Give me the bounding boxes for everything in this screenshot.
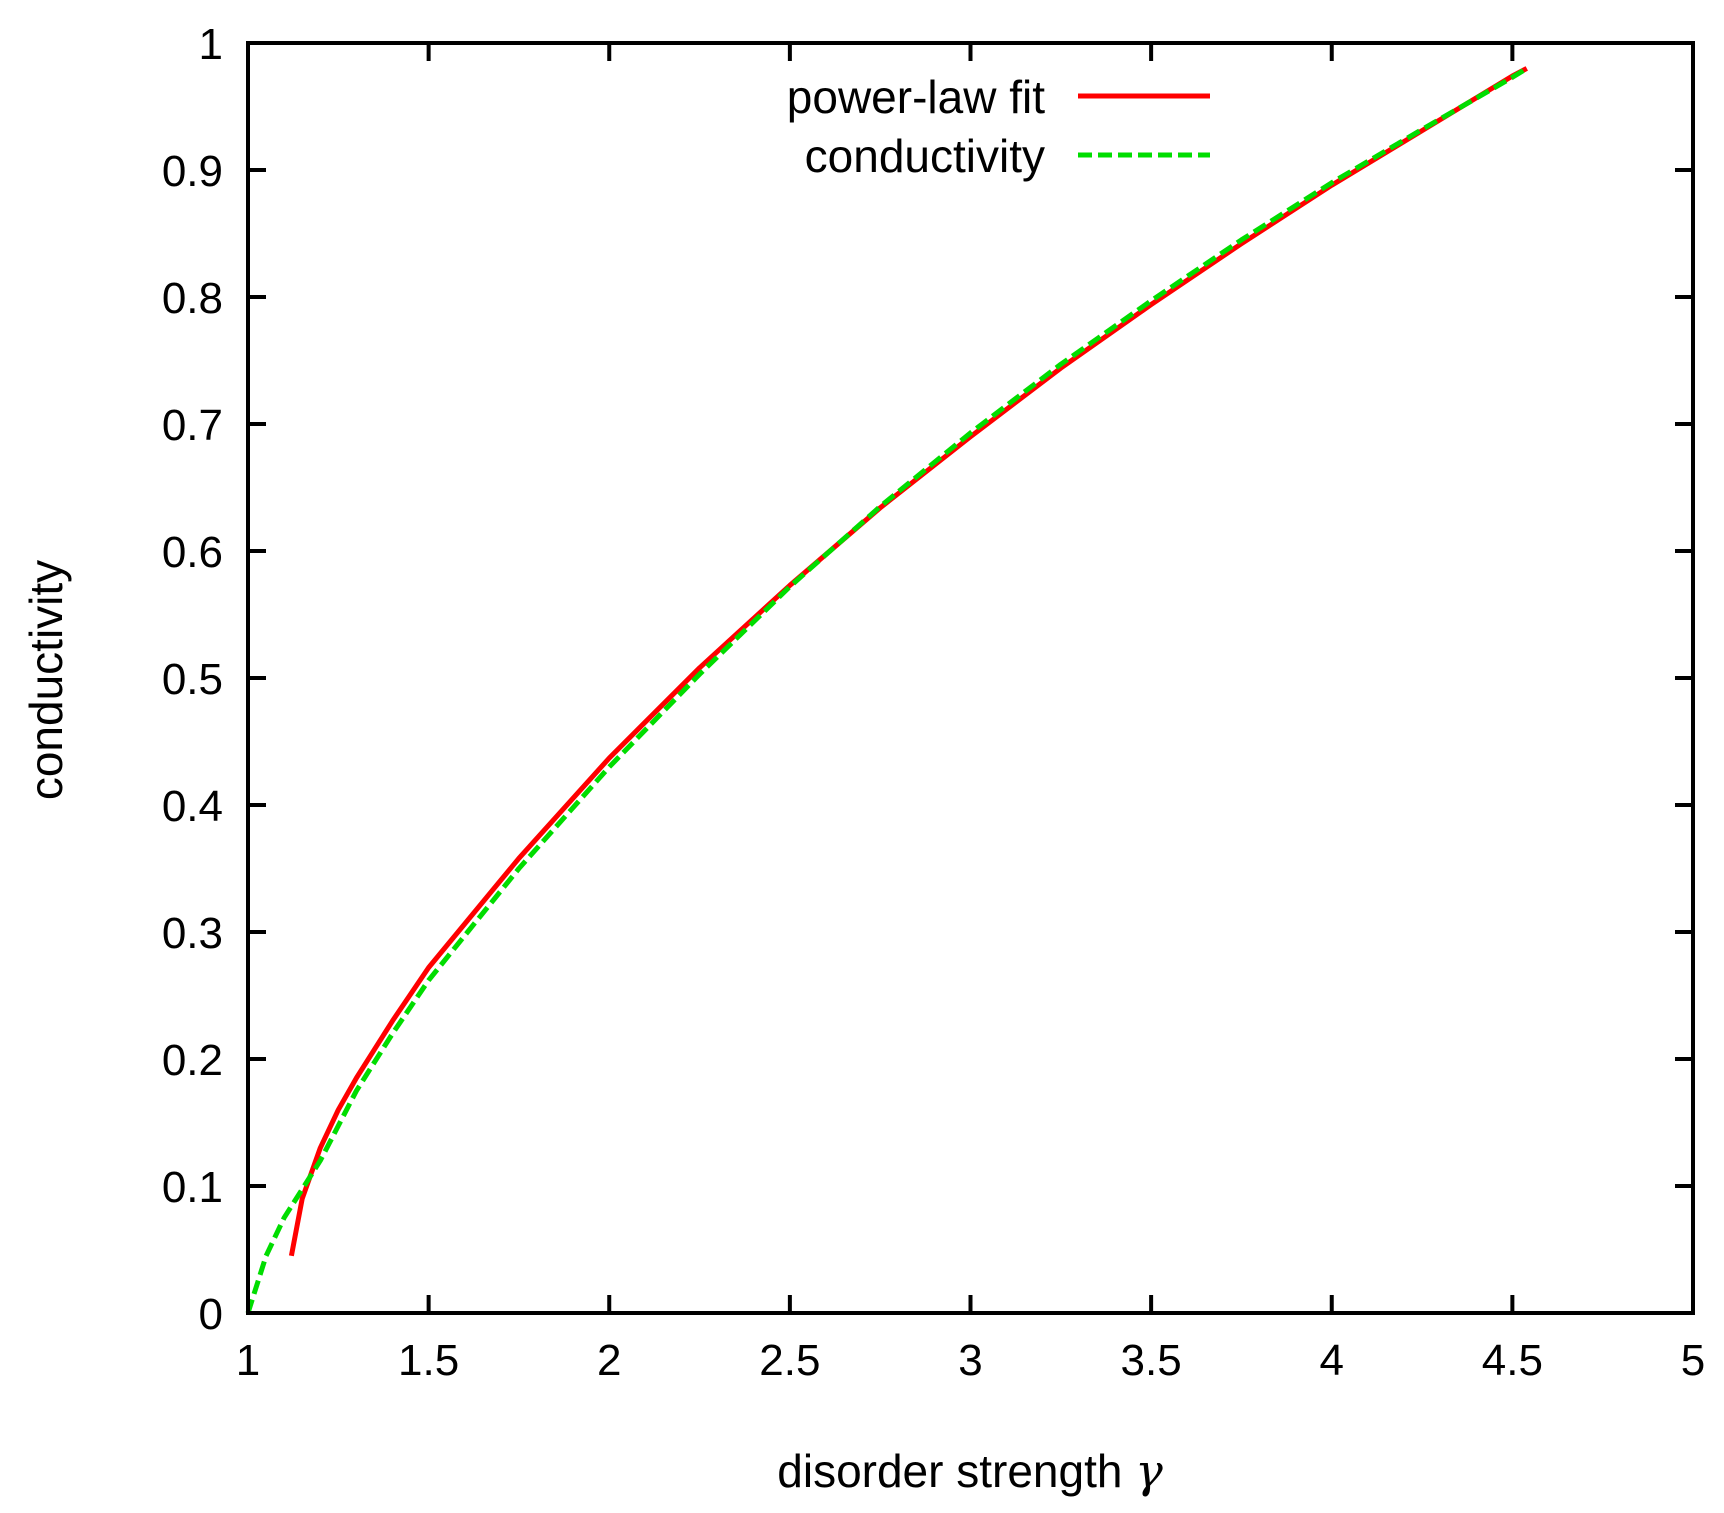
x-tick-label: 3 bbox=[958, 1336, 982, 1385]
axes: 1 1.5 2 2.5 3 3.5 4 4.5 5 0 0.1 0.2 0.3 0.4 0.5 0.6 0.7 0… bbox=[162, 20, 1705, 1385]
x-axis-title: disorder strength γ bbox=[777, 1444, 1163, 1498]
y-tick-label: 0.8 bbox=[162, 274, 223, 323]
y-tick-label: 0.1 bbox=[162, 1163, 223, 1212]
series-line-power-law-fit bbox=[288, 66, 1528, 1257]
y-tick-label: 0.3 bbox=[162, 909, 223, 958]
plot-frame bbox=[246, 41, 1695, 1315]
legend-label-conductivity: conductivity bbox=[805, 130, 1045, 182]
x-tick-label: 1.5 bbox=[398, 1336, 459, 1385]
x-tick-label: 4.5 bbox=[1482, 1336, 1543, 1385]
legend-label-power-law-fit: power-law fit bbox=[787, 71, 1045, 123]
y-tick-label: 0.9 bbox=[162, 147, 223, 196]
series-line-conductivity bbox=[245, 66, 1529, 1314]
y-tick-label: 0.4 bbox=[162, 782, 223, 831]
x-tick-label: 5 bbox=[1681, 1336, 1705, 1385]
y-tick-label: 0.5 bbox=[162, 655, 223, 704]
legend: power-law fit conductivity bbox=[787, 71, 1210, 182]
y-tick-label: 1 bbox=[199, 20, 223, 69]
x-tick-label: 4 bbox=[1320, 1336, 1344, 1385]
y-tick-label: 0.6 bbox=[162, 528, 223, 577]
x-axis-title-text: disorder strength bbox=[777, 1445, 1122, 1497]
y-axis-title: conductivity bbox=[20, 560, 72, 800]
y-tick-label: 0.7 bbox=[162, 401, 223, 450]
plot-area bbox=[245, 66, 1529, 1314]
x-tick-label: 3.5 bbox=[1121, 1336, 1182, 1385]
x-axis-title-symbol: γ bbox=[1135, 1444, 1163, 1498]
y-tick-label: 0.2 bbox=[162, 1036, 223, 1085]
y-tick-label: 0 bbox=[199, 1290, 223, 1339]
x-tick-label: 2 bbox=[597, 1336, 621, 1385]
x-tick-label: 1 bbox=[236, 1336, 260, 1385]
x-tick-label: 2.5 bbox=[759, 1336, 820, 1385]
